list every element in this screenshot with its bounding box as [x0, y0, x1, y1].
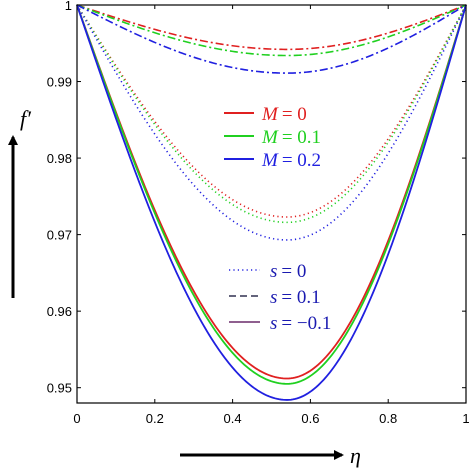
series-line — [76, 4, 467, 380]
y-tick-label: 0.98 — [47, 151, 72, 166]
legend-label: M = 0.1 — [261, 127, 321, 148]
legend-value: = 0 — [282, 104, 307, 125]
legend-value: = 0.2 — [282, 150, 321, 171]
x-tick-label: 0.8 — [379, 411, 397, 426]
legend-label: s = −0.1 — [270, 313, 331, 334]
legend-symbol: M — [261, 127, 279, 148]
y-tick-label: 1 — [65, 0, 72, 13]
series-line — [76, 4, 467, 401]
legend-value: = −0.1 — [281, 313, 331, 334]
curve-group — [76, 4, 467, 401]
x-tick-label: 0 — [73, 411, 80, 426]
legend-label: s = 0.1 — [270, 287, 321, 308]
plot-frame — [76, 4, 467, 404]
series-line — [76, 4, 467, 74]
x-tick-label: 1 — [462, 411, 469, 426]
legend-label: s = 0 — [270, 261, 306, 282]
series-line — [76, 4, 467, 385]
y-tick-label: 0.99 — [47, 75, 72, 90]
legend-label: M = 0 — [261, 104, 307, 125]
legend-symbol: s — [270, 261, 277, 282]
legend-symbol: M — [261, 150, 279, 171]
series-line — [76, 4, 467, 51]
legend-value: = 0.1 — [281, 287, 320, 308]
legend-value: = 0 — [281, 261, 306, 282]
legend-label: M = 0.2 — [261, 150, 321, 171]
legend-symbol: s — [270, 313, 277, 334]
y-tick-label: 0.95 — [47, 381, 72, 396]
x-tick-label: 0.6 — [301, 411, 319, 426]
legend-m: M = 0M = 0.1M = 0.2 — [224, 104, 321, 171]
x-tick-label: 0.2 — [146, 411, 164, 426]
legend-symbol: M — [261, 104, 279, 125]
legend-symbol: s — [270, 287, 277, 308]
tick-group: 0 0.2 0.4 0.6 0.8 1 0.95 0.96 0.97 0.98 0.99 1 — [47, 0, 470, 426]
legend-value: = 0.1 — [282, 127, 321, 148]
y-axis-label: f′ — [20, 106, 32, 131]
x-axis-label: η — [350, 443, 361, 468]
y-tick-label: 0.96 — [47, 304, 72, 319]
x-tick-label: 0.4 — [224, 411, 242, 426]
series-line — [76, 4, 467, 57]
y-tick-label: 0.97 — [47, 228, 72, 243]
legend-s: s = 0s = 0.1s = −0.1 — [229, 261, 331, 334]
